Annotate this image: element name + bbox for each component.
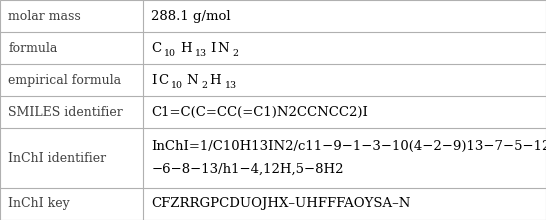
Text: N: N: [217, 42, 229, 55]
Text: N: N: [187, 74, 198, 87]
Text: C1=C(C=CC(=C1)N2CCNCC2)I: C1=C(C=CC(=C1)N2CCNCC2)I: [151, 106, 368, 119]
Text: I: I: [151, 74, 157, 87]
Text: 288.1 g/mol: 288.1 g/mol: [151, 9, 231, 23]
Text: SMILES identifier: SMILES identifier: [8, 106, 123, 119]
Text: 13: 13: [224, 81, 236, 90]
Text: formula: formula: [8, 42, 57, 55]
Text: C: C: [158, 74, 168, 87]
Text: −6−8−13/h1−4,12H,5−8H2: −6−8−13/h1−4,12H,5−8H2: [151, 163, 344, 176]
Text: InChI key: InChI key: [8, 197, 70, 211]
Text: CFZRRGPCDUOJHX–UHFFFAOYSA–N: CFZRRGPCDUOJHX–UHFFFAOYSA–N: [151, 197, 411, 211]
Text: H: H: [180, 42, 192, 55]
Text: 10: 10: [164, 49, 176, 57]
Text: InChI=1/C10H13IN2/c11−9−1−3−10(4−2−9)13−7−5−12: InChI=1/C10H13IN2/c11−9−1−3−10(4−2−9)13−…: [151, 140, 546, 153]
Text: 10: 10: [171, 81, 183, 90]
Text: 13: 13: [195, 49, 207, 57]
Text: InChI identifier: InChI identifier: [8, 152, 106, 165]
Text: I: I: [210, 42, 216, 55]
Text: C: C: [151, 42, 162, 55]
Text: molar mass: molar mass: [8, 9, 81, 23]
Text: 2: 2: [201, 81, 207, 90]
Text: H: H: [210, 74, 221, 87]
Text: empirical formula: empirical formula: [8, 74, 121, 87]
Text: 2: 2: [233, 49, 239, 57]
